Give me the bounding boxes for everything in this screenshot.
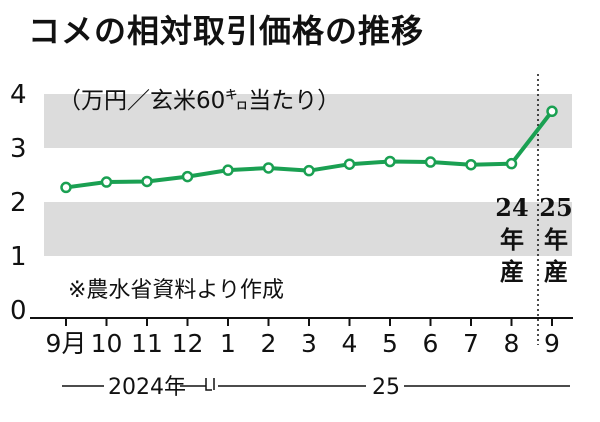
crop-year-label: 産 xyxy=(500,257,524,286)
x-tick-label: 6 xyxy=(423,329,439,358)
y-tick-label: 0 xyxy=(10,296,27,326)
x-tick-label: 7 xyxy=(463,329,479,358)
crop-year-label: 年 xyxy=(500,225,524,254)
year-label-2024: 2024年 xyxy=(108,375,186,400)
x-tick-label: 9 xyxy=(544,329,560,358)
data-point xyxy=(222,164,234,176)
x-tick-label: 10 xyxy=(91,329,123,358)
x-axis-ticks: 9月 10 11 12 1 2 3 4 5 6 7 8 9 xyxy=(46,318,560,358)
grid-band-0 xyxy=(44,202,572,256)
y-tick-label: 3 xyxy=(10,134,27,164)
y-tick-label: 4 xyxy=(10,80,27,110)
x-tick-label: 11 xyxy=(131,329,163,358)
crop-year-label: 産 xyxy=(544,257,568,286)
y-tick-label: 2 xyxy=(10,188,27,218)
crop-year-label: 24 xyxy=(495,193,528,222)
gridline-bands xyxy=(44,94,572,256)
data-point xyxy=(505,157,518,170)
data-point xyxy=(465,158,477,171)
crop-year-labels: 24 年産 25 年産 xyxy=(495,193,572,286)
x-tick-label: 12 xyxy=(172,329,204,358)
data-point xyxy=(181,170,194,183)
unit-label: （万円／玄米60㌔当たり） xyxy=(58,88,340,114)
data-point xyxy=(60,181,72,194)
x-tick-label: 5 xyxy=(382,329,398,358)
source-note: ※農水省資料より作成 xyxy=(68,278,284,303)
year-label-row: 2024年 25 xyxy=(62,375,570,400)
crop-year-label: 25 xyxy=(539,193,572,222)
x-tick-label: 2 xyxy=(261,329,277,358)
grid-band-1 xyxy=(44,94,572,148)
y-tick-label: 1 xyxy=(10,242,27,272)
chart-title: コメの相対取引価格の推移 xyxy=(28,12,425,50)
crop-year-label: 年 xyxy=(544,225,568,254)
data-point xyxy=(100,176,113,188)
data-point xyxy=(262,162,275,174)
x-tick-label: 1 xyxy=(220,329,236,358)
data-point xyxy=(303,164,315,177)
data-point xyxy=(424,156,437,168)
x-tick-label: 4 xyxy=(342,329,358,358)
data-point xyxy=(384,155,396,168)
x-tick-label: 8 xyxy=(504,329,520,358)
series-line xyxy=(60,105,558,194)
data-point xyxy=(141,175,153,188)
year-break-mark xyxy=(205,378,215,391)
year-label-2025: 25 xyxy=(372,375,400,400)
y-axis-ticks: 0 1 2 3 4 xyxy=(10,80,27,326)
data-point xyxy=(343,158,356,170)
data-point xyxy=(546,105,558,118)
x-tick-label: 9月 xyxy=(46,329,87,358)
x-tick-label: 3 xyxy=(301,329,317,358)
